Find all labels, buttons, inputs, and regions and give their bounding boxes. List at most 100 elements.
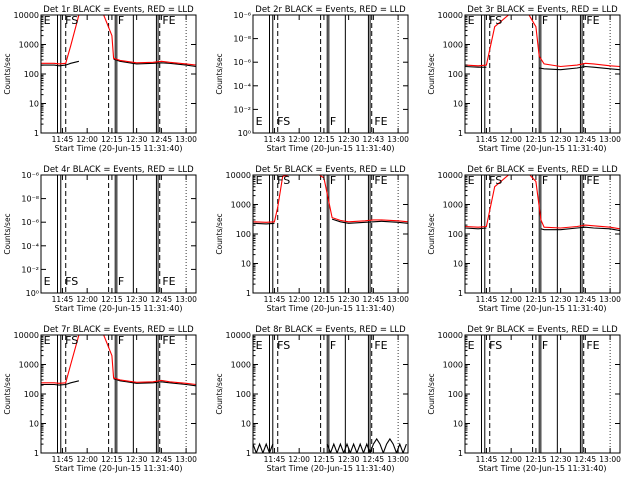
y-tick-label: 100 — [24, 390, 39, 399]
x-tick-label: 12:00 — [288, 135, 310, 144]
y-tick-label: 1 — [246, 449, 251, 458]
marker-label-fs: FS — [489, 339, 502, 352]
plot-frame — [252, 174, 409, 294]
x-axis-label: Start Time (20-Jun-15 11:31:40) — [479, 144, 607, 153]
y-tick-label: 1 — [246, 289, 251, 298]
y-tick-label: 10 — [453, 100, 463, 109]
x-tick-label: 11:45 — [264, 295, 286, 304]
x-tick-label: 12:15 — [525, 295, 547, 304]
x-axis-label: Start Time (20-Jun-15 11:31:40) — [55, 144, 183, 153]
x-tick-label: 12:00 — [76, 135, 98, 144]
y-axis-label: Counts/sec — [215, 213, 224, 254]
marker-label-e: E — [44, 14, 51, 27]
y-tick-label: 10⁻² — [21, 265, 39, 274]
x-tick-label: 12:45 — [363, 455, 385, 464]
y-tick-label: 10000 — [438, 11, 463, 20]
panel-title: Det 1r BLACK = Events, RED = LLD — [43, 5, 194, 15]
marker-label-e: E — [468, 174, 475, 187]
x-tick-label: 12:30 — [338, 295, 360, 304]
y-tick-label: 1 — [34, 129, 39, 138]
marker-label-f: F — [118, 14, 124, 27]
y-axis-label: Counts/sec — [215, 53, 224, 94]
x-tick-label: 12:30 — [550, 135, 572, 144]
panel-title: Det 3r BLACK = Events, RED = LLD — [467, 5, 618, 15]
panel-title: Det 9r BLACK = Events, RED = LLD — [467, 325, 618, 335]
marker-label-f: F — [330, 339, 336, 352]
x-tick-label: 13:00 — [599, 455, 621, 464]
x-axis-label: Start Time (20-Jun-15 11:31:40) — [479, 464, 607, 473]
panel-det-2: Det 2r BLACK = Events, RED = LLD E FS F FE 10… — [215, 5, 409, 153]
x-tick-label: 12:15 — [525, 135, 547, 144]
x-tick-label: 12:45 — [151, 455, 173, 464]
y-tick-label: 10000 — [14, 11, 39, 20]
y-tick-label: 1 — [34, 449, 39, 458]
y-tick-label: 10 — [241, 260, 251, 269]
y-tick-label: 1 — [458, 449, 463, 458]
y-tick-label: 10000 — [438, 331, 463, 340]
marker-label-fe: FE — [586, 174, 599, 187]
x-tick-label: 12:30 — [550, 455, 572, 464]
x-tick-label: 12:45 — [151, 295, 173, 304]
series-group — [465, 15, 620, 71]
plot-frame — [464, 14, 621, 134]
x-tick-label: 12:00 — [500, 295, 522, 304]
x-tick-label: 12:00 — [76, 455, 98, 464]
marker-label-fs: FS — [489, 14, 502, 27]
x-tick-label: 11:45 — [476, 455, 498, 464]
y-tick-label: 1000 — [231, 201, 251, 210]
y-axis-label: Counts/sec — [3, 213, 12, 254]
x-tick-label: 12:15 — [101, 295, 123, 304]
x-tick-label: 12:45 — [575, 135, 597, 144]
series-events — [465, 226, 620, 232]
y-tick-label: 10⁻⁴ — [21, 242, 39, 251]
x-tick-label: 12:15 — [101, 135, 123, 144]
y-tick-label: 10⁻⁶ — [233, 58, 251, 67]
x-tick-label: 13:00 — [175, 455, 197, 464]
x-tick-label: 11:45 — [52, 135, 74, 144]
series-lld — [41, 15, 196, 66]
x-tick-label: 12:30 — [126, 295, 148, 304]
x-tick-label: 12:45 — [575, 455, 597, 464]
series-group — [253, 437, 407, 453]
marker-label-fe: FE — [162, 14, 175, 27]
series-events — [253, 218, 408, 225]
marker-label-fe: FE — [374, 339, 387, 352]
y-tick-label: 1 — [458, 129, 463, 138]
x-axis-label: Start Time (20-Jun-15 11:31:40) — [55, 464, 183, 473]
marker-label-e: E — [468, 339, 475, 352]
y-tick-label: 10 — [29, 100, 39, 109]
series-group — [465, 175, 620, 232]
x-tick-label: 12:30 — [126, 135, 148, 144]
y-tick-label: 1000 — [19, 41, 39, 50]
series-group — [41, 335, 196, 387]
plot-frame — [40, 334, 197, 454]
y-tick-label: 10000 — [438, 171, 463, 180]
plot-frame — [252, 14, 409, 134]
y-axis-label: Counts/sec — [427, 213, 436, 254]
plot-frame — [464, 174, 621, 294]
marker-label-f: F — [542, 174, 548, 187]
x-tick-label: 12:43 — [363, 135, 385, 144]
y-tick-label: 100 — [448, 70, 463, 79]
marker-label-fs: FS — [65, 334, 78, 347]
panel-title: Det 2r BLACK = Events, RED = LLD — [255, 5, 406, 15]
y-tick-label: 10⁻² — [233, 105, 251, 114]
x-tick-label: 12:45 — [575, 295, 597, 304]
marker-label-f: F — [330, 115, 336, 128]
y-tick-label: 100 — [24, 70, 39, 79]
y-tick-label: 10 — [453, 420, 463, 429]
y-tick-label: 1 — [458, 289, 463, 298]
x-axis-label: Start Time (20-Jun-15 11:31:40) — [479, 304, 607, 313]
y-tick-label: 10⁻⁶ — [21, 171, 39, 180]
x-tick-label: 11:45 — [52, 455, 74, 464]
x-tick-label: 13:00 — [175, 135, 197, 144]
y-axis-label: Counts/sec — [215, 373, 224, 414]
x-tick-label: 13:00 — [387, 455, 409, 464]
y-tick-label: 1000 — [231, 361, 251, 370]
x-tick-label: 12:00 — [76, 295, 98, 304]
marker-label-fs: FS — [489, 174, 502, 187]
marker-label-f: F — [542, 14, 548, 27]
panel-title: Det 7r BLACK = Events, RED = LLD — [43, 325, 194, 335]
